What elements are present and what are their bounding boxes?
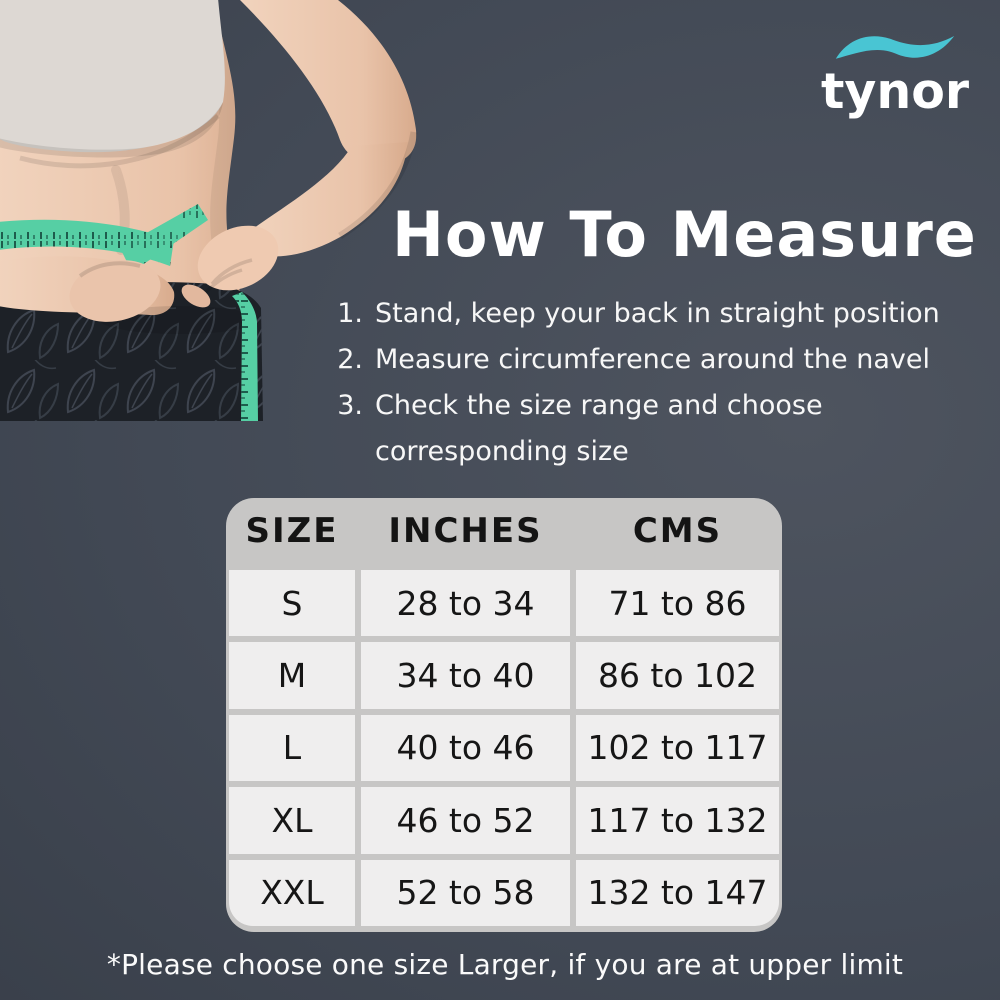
table-cell-inches: 52 to 58 [361,859,570,926]
measurement-photo [0,0,418,421]
brand-wave-icon [835,36,955,59]
instructions-list: 1. Stand, keep your back in straight pos… [331,291,940,475]
step-text: Measure circumference around the navel [375,344,930,375]
size-table-header-size: SIZE [245,511,339,551]
table-cell-cms: 86 to 102 [576,642,779,709]
table-cell-size: S [229,570,355,637]
page-title: How To Measure [392,198,977,271]
step-text: Check the size range and choose correspo… [375,390,823,467]
size-table-header-inches: INCHES [388,511,543,551]
table-cell-cms: 132 to 147 [576,859,779,926]
table-cell-inches: 46 to 52 [361,787,570,854]
step-text: Stand, keep your back in straight positi… [375,298,940,329]
instruction-step-2: 2. Measure circumference around the nave… [331,337,940,383]
table-cell-inches: 28 to 34 [361,570,570,637]
size-table-header-cms: CMS [632,511,723,551]
instruction-step-3: 3. Check the size range and choose corre… [331,383,940,475]
step-number: 1. [337,298,363,329]
table-cell-cms: 117 to 132 [576,787,779,854]
table-cell-size: XL [229,787,355,854]
step-number: 3. [337,390,363,421]
table-cell-cms: 71 to 86 [576,570,779,637]
table-cell-inches: 34 to 40 [361,642,570,709]
table-cell-size: M [229,642,355,709]
footnote: *Please choose one size Larger, if you a… [106,948,904,981]
instruction-step-1: 1. Stand, keep your back in straight pos… [331,291,940,337]
brand-logo: tynor [818,28,972,116]
brand-name: tynor [820,63,970,120]
table-cell-inches: 40 to 46 [361,714,570,782]
table-cell-size: L [229,714,355,782]
table-cell-cms: 102 to 117 [576,714,779,782]
step-number: 2. [337,344,363,375]
table-cell-size: XXL [229,859,355,926]
size-table: SIZE INCHES CMS S 28 to 34 71 to 86 M 34… [226,498,782,932]
